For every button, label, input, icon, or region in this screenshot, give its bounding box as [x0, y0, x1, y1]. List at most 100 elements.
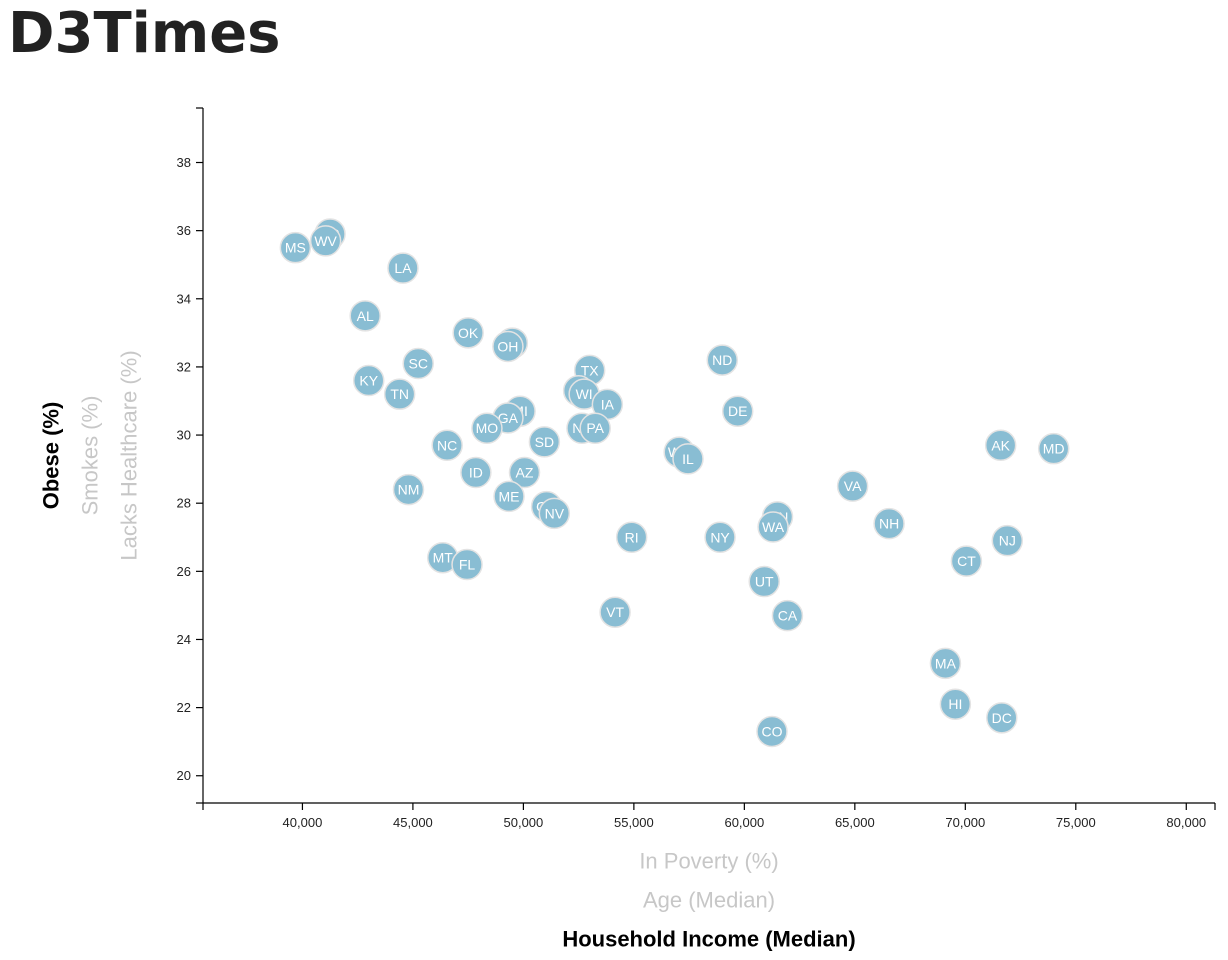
- state-marker-id[interactable]: [460, 456, 492, 489]
- state-marker-pa[interactable]: [579, 412, 611, 444]
- state-marker-ca[interactable]: [771, 599, 804, 632]
- state-marker-ct[interactable]: [950, 545, 983, 577]
- state-label-dc: DC: [992, 710, 1012, 726]
- state-label-ga: GA: [498, 410, 519, 426]
- state-marker-dc[interactable]: [986, 702, 1018, 734]
- x-tick-label: 50,000: [504, 815, 544, 830]
- x-tick-label: 40,000: [283, 815, 323, 830]
- y-tick-label: 32: [177, 359, 191, 374]
- state-label-ut: UT: [755, 574, 774, 590]
- state-marker-mo[interactable]: [471, 412, 503, 444]
- y-tick-label: 22: [177, 700, 191, 715]
- y-tick-label: 36: [177, 223, 191, 238]
- x-axis: 40,000 45,000 50,000 55,000 60,000 65,000 70,0…: [202, 802, 1216, 830]
- y-axis-option-0[interactable]: Obese (%): [39, 402, 64, 510]
- state-marker-oh[interactable]: [492, 330, 524, 363]
- state-label-nj: NJ: [999, 533, 1016, 549]
- state-marker-ny[interactable]: [704, 521, 736, 554]
- x-tick-label: 80,000: [1166, 815, 1206, 830]
- state-label-az: AZ: [516, 465, 534, 481]
- state-marker-wa[interactable]: [757, 511, 789, 543]
- state-marker-wv[interactable]: [309, 225, 342, 257]
- state-label-ny: NY: [710, 529, 730, 545]
- state-marker-sc[interactable]: [402, 347, 434, 380]
- state-label-ms: MS: [285, 240, 306, 256]
- state-marker-il[interactable]: [672, 443, 704, 475]
- state-label-co: CO: [761, 723, 782, 739]
- x-tick-label: 45,000: [393, 815, 433, 830]
- state-marker-la[interactable]: [387, 252, 419, 284]
- state-marker-nv[interactable]: [538, 497, 571, 530]
- state-label-wv: WV: [314, 233, 337, 249]
- state-label-nc: NC: [437, 437, 457, 453]
- state-marker-ri[interactable]: [615, 521, 648, 554]
- state-label-ri: RI: [625, 529, 639, 545]
- state-label-me: ME: [499, 488, 520, 504]
- y-tick-label: 24: [177, 632, 191, 647]
- y-axis-option-2[interactable]: Lacks Healthcare (%): [117, 350, 142, 560]
- state-marker-nh[interactable]: [873, 507, 905, 540]
- state-marker-ky[interactable]: [352, 364, 385, 397]
- state-marker-nc[interactable]: [431, 429, 463, 462]
- y-axis: 20 22 24 26 28 30 32 34 36 38: [177, 107, 204, 804]
- state-label-ct: CT: [957, 553, 976, 569]
- state-marker-al[interactable]: [349, 300, 381, 332]
- state-label-tn: TN: [390, 386, 409, 402]
- state-label-nv: NV: [545, 505, 565, 521]
- x-tick-label: 75,000: [1056, 815, 1096, 830]
- state-label-sc: SC: [408, 356, 427, 372]
- y-axis-label-group: Obese (%) Smokes (%) Lacks Healthcare (%): [39, 350, 142, 560]
- state-marker-az[interactable]: [508, 456, 541, 489]
- state-marker-tn[interactable]: [383, 378, 416, 410]
- y-axis-option-1[interactable]: Smokes (%): [78, 396, 103, 516]
- x-axis-option-1[interactable]: Age (Median): [643, 888, 775, 913]
- state-marker-nj[interactable]: [991, 524, 1024, 557]
- state-label-il: IL: [682, 451, 694, 467]
- state-marker-ak[interactable]: [984, 429, 1017, 462]
- x-tick-label: 60,000: [724, 815, 764, 830]
- page-title: D3Times: [8, 1, 281, 66]
- state-label-ok: OK: [458, 325, 479, 341]
- x-tick-label: 55,000: [614, 815, 654, 830]
- state-marker-ms[interactable]: [279, 231, 312, 264]
- x-axis-option-0[interactable]: In Poverty (%): [639, 849, 778, 874]
- state-marker-co[interactable]: [756, 715, 788, 748]
- x-tick-label: 65,000: [835, 815, 875, 830]
- state-label-nm: NM: [398, 482, 420, 498]
- x-axis-label-group: In Poverty (%) Age (Median) Household Inco…: [562, 849, 855, 952]
- state-marker-sd[interactable]: [528, 426, 561, 458]
- state-marker-ma[interactable]: [929, 647, 962, 680]
- state-marker-me[interactable]: [493, 480, 525, 513]
- state-label-nd: ND: [712, 352, 732, 368]
- state-label-ak: AK: [991, 437, 1010, 453]
- state-marker-nd[interactable]: [706, 344, 739, 376]
- state-label-pa: PA: [586, 420, 604, 436]
- state-label-vt: VT: [606, 604, 624, 620]
- state-marker-ut[interactable]: [748, 565, 780, 598]
- state-label-fl: FL: [459, 557, 476, 573]
- state-label-va: VA: [844, 478, 862, 494]
- state-marker-va[interactable]: [836, 470, 869, 502]
- state-marker-hi[interactable]: [939, 688, 972, 720]
- y-tick-label: 38: [177, 155, 191, 170]
- y-tick-label: 26: [177, 564, 191, 579]
- state-marker-de[interactable]: [721, 395, 754, 427]
- state-marker-nm[interactable]: [392, 473, 425, 506]
- state-label-md: MD: [1043, 441, 1065, 457]
- y-tick-label: 28: [177, 496, 191, 511]
- state-marker-ok[interactable]: [452, 317, 484, 349]
- x-axis-option-2[interactable]: Household Income (Median): [562, 927, 855, 952]
- state-label-sd: SD: [535, 434, 554, 450]
- state-label-mt: MT: [433, 550, 454, 566]
- state-label-wa: WA: [762, 519, 785, 535]
- state-label-wi: WI: [576, 386, 593, 402]
- state-marker-vt[interactable]: [599, 596, 631, 628]
- state-label-ky: KY: [359, 373, 378, 389]
- state-label-de: DE: [728, 403, 747, 419]
- state-marker-fl[interactable]: [451, 548, 483, 581]
- state-marker-md[interactable]: [1037, 432, 1070, 465]
- y-tick-label: 20: [177, 768, 191, 783]
- state-label-ca: CA: [778, 608, 798, 624]
- state-label-tx: TX: [581, 362, 600, 378]
